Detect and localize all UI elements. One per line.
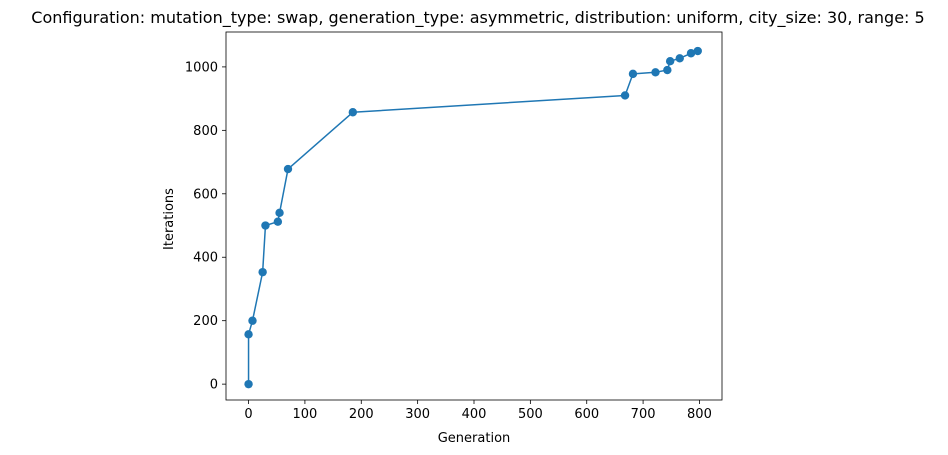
data-point — [663, 65, 672, 75]
data-point — [258, 267, 267, 277]
y-tick-label: 200 — [193, 314, 218, 329]
plot-area: 0 100 200 300 400 500 600 700 800 0 200 400 600 800 10… — [185, 31, 723, 422]
x-tick-label: 600 — [574, 407, 599, 422]
data-point — [244, 330, 253, 339]
data-point — [620, 91, 630, 100]
data-point — [686, 49, 696, 58]
data-point — [275, 208, 284, 218]
x-tick-label: 800 — [687, 407, 712, 422]
y-axis-label: Iterations — [162, 188, 177, 250]
x-axis-label: Generation — [438, 431, 511, 446]
data-point — [665, 56, 675, 66]
x-tick-label: 0 — [244, 407, 252, 422]
data-point — [651, 68, 660, 77]
data-point — [348, 108, 358, 117]
x-tick-label: 400 — [462, 407, 487, 422]
data-point — [248, 316, 257, 325]
y-tick-label: 1000 — [185, 60, 218, 75]
data-point — [628, 69, 638, 79]
data-point — [693, 46, 702, 56]
x-tick-label: 500 — [518, 407, 543, 422]
x-tick-label: 100 — [292, 407, 317, 422]
series-line — [247, 50, 699, 385]
y-tick-label: 0 — [210, 378, 218, 393]
data-point — [261, 221, 270, 230]
x-tick-label: 700 — [631, 407, 656, 422]
chart-title: Configuration: mutation_type: swap, gene… — [31, 8, 924, 28]
data-point — [273, 217, 283, 226]
x-tick-label: 300 — [405, 407, 430, 422]
y-tick-label: 800 — [193, 124, 218, 139]
data-point — [283, 164, 293, 174]
y-tick-label: 600 — [193, 187, 218, 202]
y-tick-label: 400 — [193, 251, 218, 266]
data-point — [244, 379, 253, 389]
x-tick-label: 200 — [349, 407, 374, 422]
axes-frame — [225, 31, 723, 401]
data-point — [675, 54, 684, 63]
